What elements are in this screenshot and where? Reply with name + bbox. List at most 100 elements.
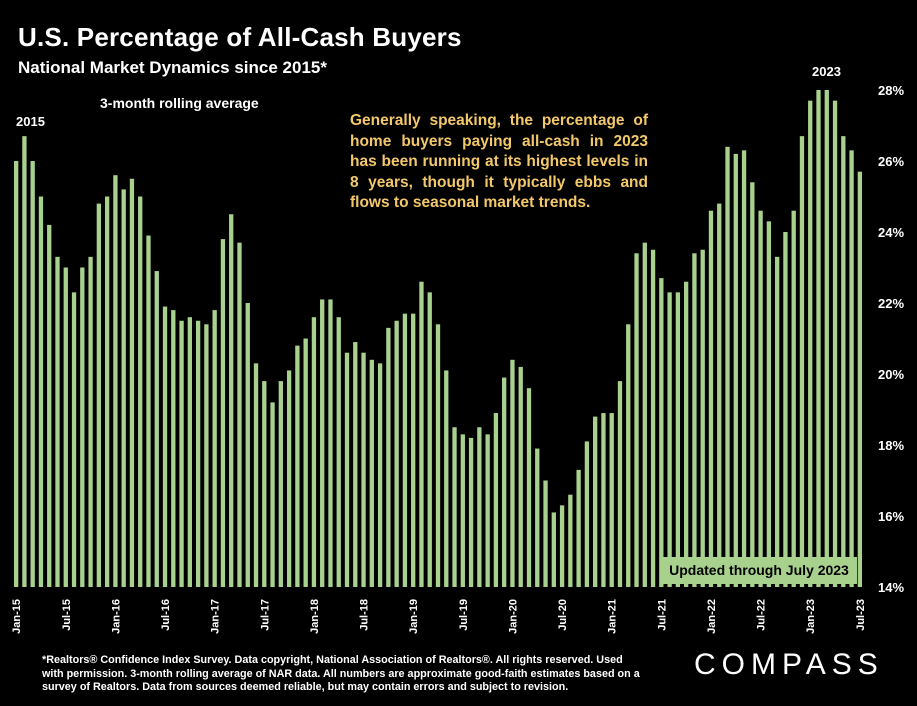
bar-May-23 [841, 136, 846, 587]
bar-May-21 [642, 242, 647, 587]
bar-Jun-20 [551, 512, 556, 587]
bar-Feb-23 [816, 90, 821, 587]
y-tick-label: 22% [878, 296, 904, 311]
bar-Oct-22 [783, 232, 788, 587]
x-tick-label: Jan-21 [607, 599, 619, 634]
bar-Feb-18 [320, 299, 325, 587]
bar-Apr-23 [832, 100, 838, 588]
footnote: *Realtors® Confidence Index Survey. Data… [42, 654, 640, 694]
bar-Jan-18 [311, 317, 317, 587]
bar-Dec-16 [204, 324, 209, 587]
bar-Mar-19 [427, 292, 432, 587]
bar-May-19 [444, 370, 449, 587]
y-tick-label: 26% [878, 154, 904, 169]
bar-Aug-17 [270, 402, 275, 587]
bar-Apr-21 [634, 253, 639, 588]
bar-Jul-20 [559, 505, 565, 587]
bar-Jun-15 [55, 256, 60, 587]
bar-Jul-23 [857, 171, 863, 587]
bar-Jan-19 [411, 313, 416, 587]
x-tick-label: Jul-22 [756, 599, 768, 631]
bar-Jul-21 [659, 278, 664, 587]
x-tick-label: Jan-22 [706, 599, 718, 634]
bar-Jul-15 [63, 267, 68, 587]
bar-Jun-22 [750, 182, 755, 588]
bar-Aug-20 [568, 494, 573, 587]
bar-Mar-18 [328, 299, 333, 587]
x-tick-label: Jul-16 [160, 599, 172, 631]
bar-Aug-15 [71, 292, 77, 587]
bar-group [13, 90, 863, 588]
bar-Apr-20 [535, 448, 540, 587]
bar-Sep-19 [477, 427, 482, 587]
bar-Mar-20 [526, 388, 532, 587]
bar-Nov-21 [692, 253, 697, 588]
bar-Feb-19 [419, 281, 424, 587]
x-tick-label: Jan-17 [210, 599, 222, 634]
bar-Sep-16 [179, 320, 184, 587]
bar-Dec-19 [502, 377, 507, 587]
bar-Aug-19 [468, 437, 474, 587]
y-tick-label: 16% [878, 509, 904, 524]
bar-Aug-16 [171, 310, 176, 587]
chart-title: U.S. Percentage of All-Cash Buyers [18, 22, 462, 52]
bar-Feb-15 [22, 136, 27, 587]
bar-Oct-18 [386, 327, 391, 587]
y-tick-label: 14% [878, 580, 904, 595]
bar-Apr-18 [336, 317, 341, 587]
x-tick-label: Jul-21 [656, 599, 668, 631]
x-tick-label: Jan-20 [507, 599, 519, 634]
x-tick-label: Jul-18 [359, 599, 371, 631]
bar-Jun-16 [154, 271, 159, 587]
bar-Jan-16 [113, 175, 118, 587]
bar-Jan-20 [510, 359, 515, 587]
bar-Jun-19 [452, 427, 457, 587]
bar-Oct-21 [684, 281, 689, 587]
bar-Nov-17 [295, 345, 300, 587]
y-tick-label: 28% [878, 83, 904, 98]
x-tick-label: Jul-15 [61, 599, 73, 631]
x-tick-label: Jul-17 [259, 599, 271, 631]
bar-May-17 [245, 303, 250, 587]
bar-May-16 [146, 235, 151, 588]
bar-Feb-21 [617, 381, 623, 587]
bar-Jul-19 [460, 434, 465, 587]
bar-Apr-22 [733, 153, 738, 587]
bar-Oct-17 [286, 370, 292, 587]
rolling-average-label: 3-month rolling average [100, 95, 259, 111]
bar-Sep-21 [675, 292, 681, 587]
y-tick-label: 18% [878, 438, 904, 453]
bar-Mar-16 [129, 178, 135, 587]
bar-Jul-18 [361, 352, 366, 587]
bar-Dec-22 [799, 136, 805, 587]
bar-Oct-20 [584, 441, 590, 587]
x-tick-label: Jan-16 [110, 599, 122, 634]
x-tick-label: Jul-23 [855, 599, 867, 631]
bar-Oct-19 [485, 434, 490, 587]
bar-Oct-15 [88, 256, 93, 587]
bar-Apr-17 [237, 242, 242, 587]
bar-Dec-20 [601, 413, 606, 587]
bar-Jul-16 [162, 306, 168, 587]
bar-Aug-21 [667, 292, 672, 587]
bar-Jul-17 [262, 381, 267, 587]
x-tick-label: Jan-23 [805, 599, 817, 634]
bar-Dec-15 [104, 196, 110, 587]
start-year-label: 2015 [16, 114, 45, 129]
bar-Jun-23 [849, 150, 854, 587]
bar-May-20 [543, 480, 548, 587]
end-year-label: 2023 [812, 64, 841, 79]
commentary-note: Generally speaking, the percentage of ho… [350, 112, 648, 211]
bar-Feb-22 [717, 203, 722, 587]
bar-Sep-15 [80, 267, 85, 587]
bar-Mar-17 [229, 214, 234, 587]
bar-Nov-19 [493, 413, 499, 587]
bar-Mar-23 [824, 90, 829, 587]
bar-Sep-18 [377, 363, 383, 587]
bar-Jun-17 [253, 363, 259, 587]
bar-Aug-18 [369, 359, 374, 587]
bar-Sep-17 [278, 381, 283, 587]
bar-Nov-22 [791, 210, 796, 587]
bar-Jan-17 [212, 310, 217, 587]
bar-Nov-20 [593, 416, 598, 587]
